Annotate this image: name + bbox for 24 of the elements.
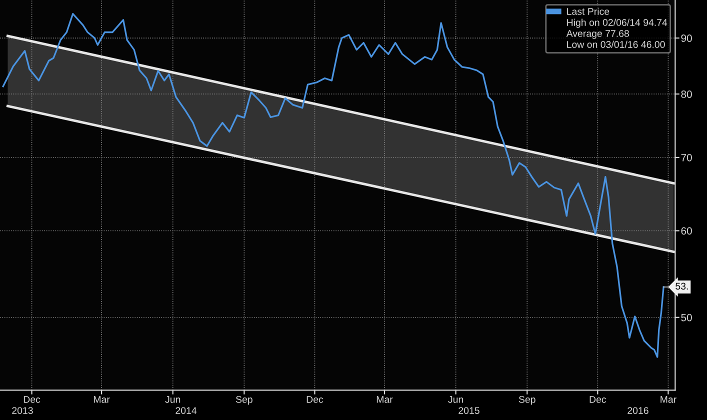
x2-tick-label: 2016 [628,407,648,414]
x-tick-label: Mar [660,396,676,403]
x-tick-label: Dec [590,396,606,403]
y-tick-label: 70 [681,154,692,162]
y-tick-label: 80 [681,90,692,98]
legend-label: Last Price [567,8,610,15]
annotation: Average 77.68 [566,30,629,39]
x-tick-label: Mar [376,396,393,403]
x-tick-label: Sep [518,396,536,405]
x-tick-label: Jun [165,396,180,403]
x-tick-label: Dec [306,396,324,403]
x2-tick-label: 2015 [458,407,480,414]
x-tick-label: Mar [94,396,110,403]
x-tick-label: Sep [236,396,252,405]
annotation: Low on 03/01/16 46.00 [567,40,665,48]
y-tick-label: 60 [681,227,692,235]
x2-tick-label: 2013 [12,407,33,414]
annotation: High on 02/06/14 94.74 [567,18,668,28]
x-tick-label: Jun [448,396,464,403]
annotation: 53. [676,282,688,290]
x2-tick-label: 2014 [176,407,197,414]
y-tick-label: 50 [681,314,692,322]
y-tick-label: 90 [681,34,692,42]
x-tick-label: Dec [24,396,40,403]
